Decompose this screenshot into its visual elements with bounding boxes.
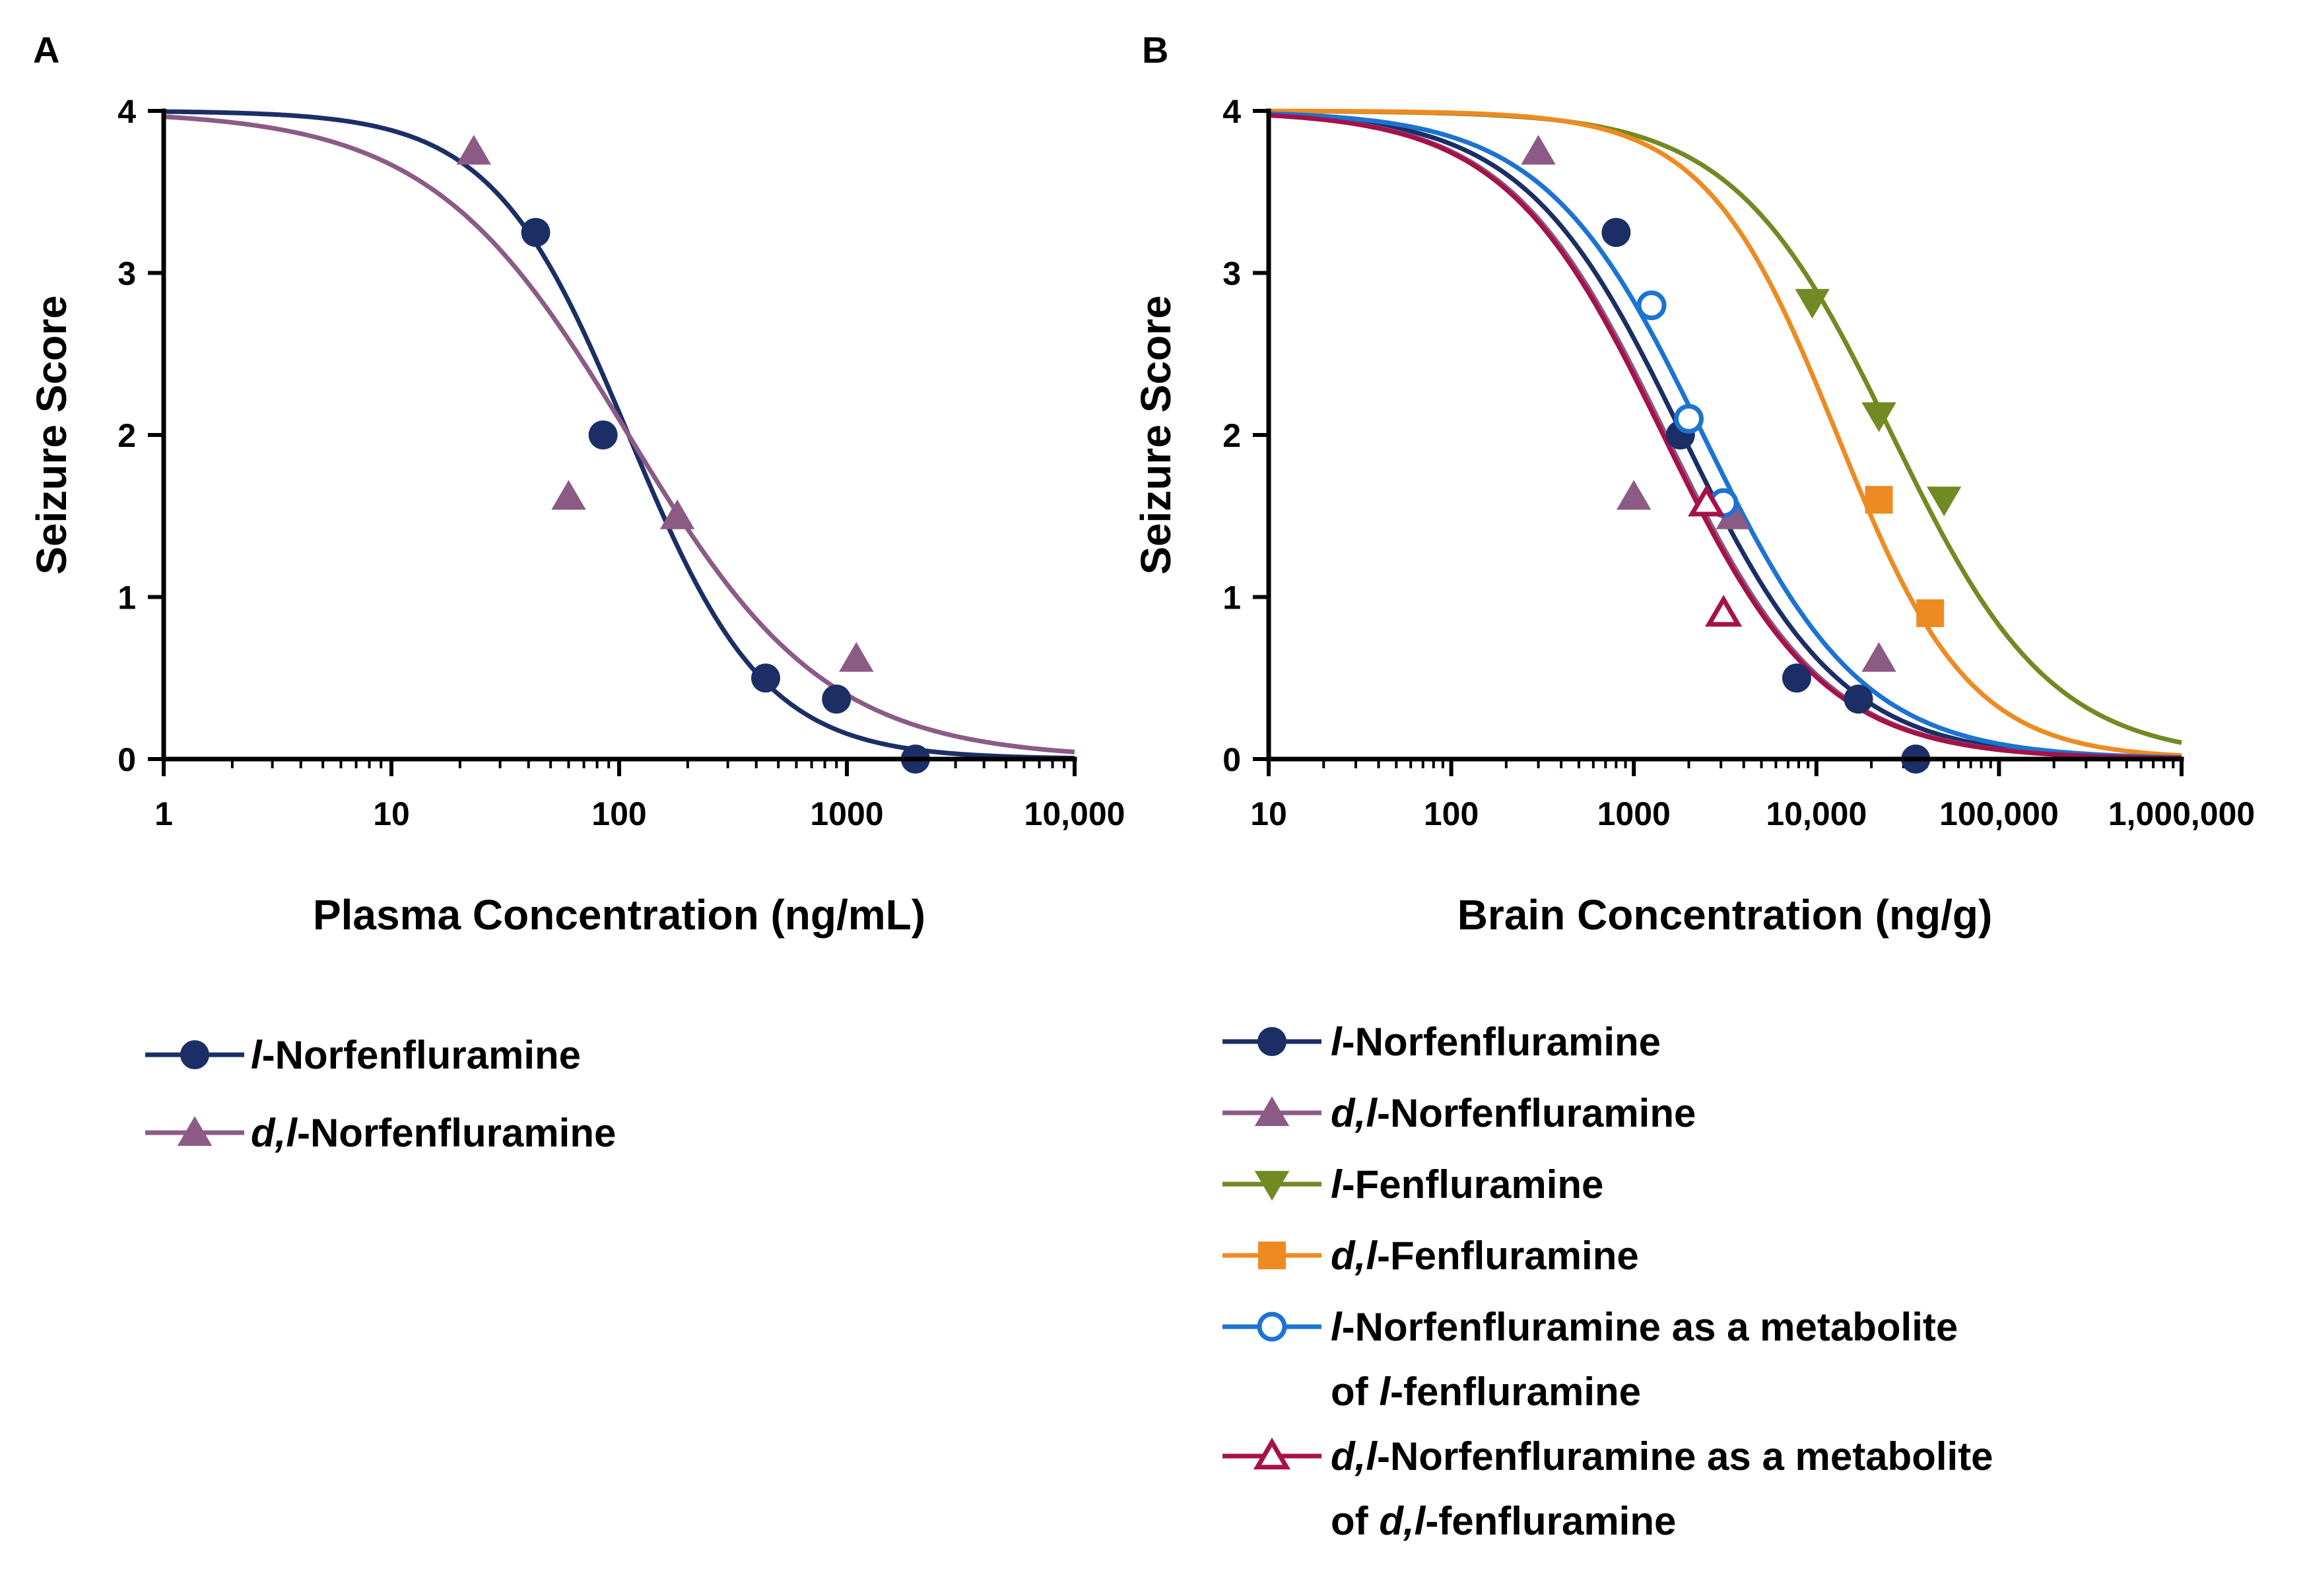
legend-label: l-Norfenfluramine as a metabolite (1331, 1305, 1958, 1349)
legend-marker (1257, 1312, 1287, 1342)
legend-entry-B_dlnor_met: d,l-Norfenfluramine as a metabolite of d,… (1222, 1434, 1993, 1543)
legend-entry-B_lfen: l-Fenfluramine (1222, 1162, 1603, 1207)
panel-a-label: A (33, 29, 59, 71)
data-point-A_lnor (822, 684, 852, 714)
data-point-A_lnor (521, 218, 551, 248)
panel-a-fit-curves (163, 109, 1075, 761)
legend-marker (1254, 1171, 1290, 1201)
y-tick-label: 4 (1222, 93, 1241, 130)
data-point-A_dlnor (659, 499, 695, 529)
fit-curve-B_dlfen (1269, 108, 2182, 758)
data-point-B_lnor (1782, 663, 1811, 693)
panel-b-legend: l-Norfenfluramine d,l-Norfenfluramine l-Fe… (1222, 1020, 1993, 1543)
x-tick-label: 100 (591, 795, 646, 832)
legend-entry-A_lnor: l-Norfenfluramine (145, 1033, 581, 1077)
panel-b-axes (1266, 108, 2184, 762)
data-point-B_dlnor_met (1688, 484, 1725, 517)
legend-label: d,l-Norfenfluramine as a metabolite (1331, 1434, 1993, 1479)
panel-a-x-tick-labels: 1 10 100 1000 10,000 (154, 795, 1125, 832)
x-tick-label: 10,000 (1766, 795, 1867, 832)
legend-label: of d,l-fenfluramine (1331, 1499, 1676, 1543)
data-point-B_dlnor (1521, 135, 1556, 165)
data-point-B_lnor_met (1636, 290, 1667, 321)
panel-a-legend: l-Norfenfluramine d,l-Norfenfluramine (145, 1033, 616, 1155)
legend-marker (177, 1116, 213, 1146)
data-point-A_lnor (588, 420, 618, 449)
data-point-B_dlfen (1865, 486, 1893, 514)
y-tick-label: 3 (1222, 255, 1241, 292)
data-point-B_dlnor (1716, 499, 1751, 529)
y-tick-label: 1 (117, 580, 136, 616)
x-tick-label: 100 (1424, 795, 1479, 832)
fit-curve-B_lnor_met (1268, 111, 2182, 760)
panel-a-y-axis-title: Seizure Score (28, 295, 75, 574)
data-point-B_lfen (1926, 486, 1962, 517)
data-point-B_dlfen (1916, 599, 1945, 628)
data-point-B_lfen (1795, 288, 1830, 319)
y-tick-label: 0 (1222, 741, 1241, 778)
y-tick-label: 0 (117, 741, 136, 778)
data-point-B_lnor (1601, 218, 1631, 248)
legend-entry-B_lnor_met: l-Norfenfluramine as a metabolite of l-fe… (1222, 1305, 1958, 1414)
panel-a-data-points (456, 135, 930, 774)
data-point-B_dlnor_met (1704, 595, 1743, 627)
data-point-A_dlnor (839, 642, 874, 672)
legend-label: l-Norfenfluramine (1331, 1020, 1661, 1064)
x-tick-label: 100,000 (1939, 795, 2059, 832)
legend-entry-B_lnor: l-Norfenfluramine (1222, 1020, 1661, 1064)
y-tick-label: 4 (117, 93, 136, 130)
legend-marker (1258, 1242, 1286, 1269)
x-tick-label: 1,000,000 (2108, 795, 2255, 832)
legend-label: l-Fenfluramine (1331, 1162, 1603, 1207)
panel-b-y-axis-title: Seizure Score (1132, 295, 1180, 574)
x-tick-label: 10 (1250, 795, 1287, 832)
legend-label: of l-fenfluramine (1331, 1370, 1641, 1414)
legend-marker (1257, 1027, 1286, 1056)
data-point-A_dlnor (456, 135, 492, 165)
y-tick-label: 2 (1222, 417, 1241, 454)
y-tick-label: 1 (1222, 580, 1241, 616)
data-point-B_dlnor (1616, 480, 1652, 510)
y-tick-label: 3 (117, 255, 136, 292)
legend-label: d,l-Norfenfluramine (1331, 1091, 1696, 1135)
x-tick-label: 1000 (1597, 795, 1671, 832)
x-tick-label: 1000 (810, 795, 883, 832)
legend-entry-B_dlnor: d,l-Norfenfluramine (1222, 1091, 1696, 1135)
legend-label: d,l-Fenfluramine (1331, 1234, 1639, 1278)
x-tick-label: 10 (373, 795, 410, 832)
legend-label: l-Norfenfluramine (251, 1033, 581, 1077)
fit-curve-A_lnor (164, 109, 1075, 761)
panel-a-axes (161, 108, 1077, 762)
legend-marker (180, 1040, 209, 1069)
data-point-B_lnor (1844, 684, 1873, 714)
legend-marker (1254, 1096, 1290, 1126)
legend-entry-A_dlnor: d,l-Norfenfluramine (145, 1111, 616, 1155)
panel-b-x-tick-labels: 10 100 1000 10,000 100,000 1,000,000 (1250, 795, 2255, 832)
fit-curve-B_lfen (1269, 108, 2182, 745)
panel-b-label: B (1142, 29, 1168, 71)
legend-marker (1253, 1438, 1291, 1470)
panel-a-x-axis-title: Plasma Concentration (ng/mL) (313, 891, 925, 939)
data-point-B_dlnor (1861, 642, 1896, 672)
panel-b-x-axis-title: Brain Concentration (ng/g) (1457, 891, 1993, 939)
fit-curve-A_dlnor (163, 114, 1075, 754)
panel-b-y-tick-labels: 0 1 2 3 4 (1222, 93, 1241, 778)
data-point-B_lnor_met (1673, 403, 1704, 434)
panel-b-fit-curves (1268, 108, 2182, 761)
data-point-A_lnor (751, 663, 780, 693)
x-tick-label: 1 (154, 795, 173, 832)
data-point-B_lfen (1861, 402, 1896, 432)
panel-a-y-tick-labels: 0 1 2 3 4 (117, 93, 136, 778)
legend-entry-B_dlfen: d,l-Fenfluramine (1222, 1234, 1639, 1278)
legend-label: d,l-Norfenfluramine (251, 1111, 616, 1155)
fit-curve-B_dlnor_met (1268, 113, 2182, 761)
y-tick-label: 2 (117, 417, 136, 454)
data-point-A_dlnor (551, 480, 586, 510)
x-tick-label: 10,000 (1024, 795, 1125, 832)
